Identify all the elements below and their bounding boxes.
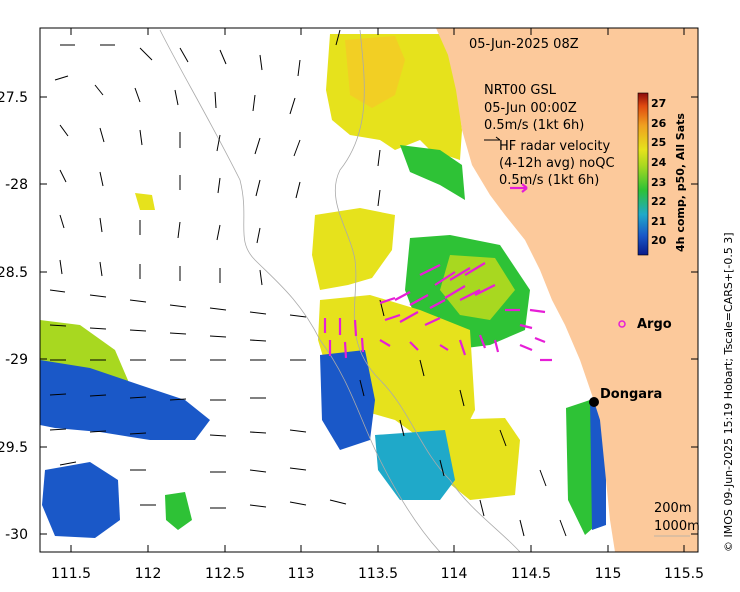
hf-title: HF radar velocity (499, 139, 611, 154)
y-tick-label: -28 (5, 177, 28, 193)
x-tick-label: 111.5 (51, 566, 91, 582)
colorbar-tick: 21 (651, 215, 666, 228)
sst-field (40, 34, 606, 538)
x-tick-label: 112 (135, 566, 162, 582)
gsl-scale-label: 0.5m/s (1kt 6h) (484, 118, 584, 133)
sst-patch-north-green (400, 145, 465, 200)
hf-scale-label: 0.5m/s (1kt 6h) (499, 173, 599, 188)
sst-patch-sw-green (165, 492, 192, 530)
sst-patch-mid-yellow (312, 208, 395, 290)
colorbar-tick: 25 (651, 136, 666, 149)
argo-marker (618, 320, 626, 328)
y-tick-label: -28.5 (0, 265, 28, 281)
y-tick-label: -29 (5, 352, 28, 368)
x-tick-label: 114 (441, 566, 468, 582)
gsl-title: NRT00 GSL (484, 83, 557, 98)
colorbar-tick: 22 (651, 195, 666, 208)
x-tick-label: 113.5 (358, 566, 398, 582)
colorbar: 27 26 25 24 23 22 21 20 4h comp, p50, Al… (637, 92, 687, 256)
hf-sub: (4-12h avg) noQC (499, 156, 615, 171)
land-mass (436, 28, 698, 552)
colorbar-tick: 27 (651, 97, 666, 110)
sst-patch-west-blue (40, 360, 210, 440)
gsl-vectors (49, 29, 567, 537)
sst-patch-central-yellow (318, 295, 475, 450)
x-tick-label: 115.5 (664, 566, 704, 582)
sst-patch-south-cyan (375, 430, 455, 500)
bathymetry-contours (159, 29, 521, 552)
contour-200m-label: 200m (654, 501, 691, 516)
plot-frame (39, 27, 699, 553)
hf-scale-arrow (510, 183, 528, 193)
contour-1000m-label: 1000m (654, 519, 700, 534)
sst-patch-small-yellow (135, 193, 155, 210)
contour-1000m-line (159, 29, 441, 552)
hf-radar-vectors (323, 262, 552, 362)
y-tick-label: -29.5 (0, 440, 28, 456)
x-axis (70, 28, 685, 552)
dongara-marker (589, 397, 599, 407)
gsl-time: 05-Jun 00:00Z (484, 101, 577, 116)
sst-patch-central-blue (320, 350, 375, 450)
colorbar-tick: 23 (651, 176, 666, 189)
dongara-label: Dongara (600, 387, 662, 402)
y-axis (40, 96, 698, 535)
gsl-scale-arrow (484, 136, 501, 141)
sst-patch-sw-blue (42, 462, 120, 538)
y-tick-label: -27.5 (0, 90, 28, 106)
sst-patch-south-yellow (440, 418, 520, 500)
colorbar-tick: 20 (651, 234, 667, 247)
y-tick-label: -30 (5, 527, 28, 543)
contour-200m-line (335, 29, 521, 552)
colorbar-title: 4h comp, p50, All Sats (674, 113, 687, 252)
credit-text: © IMOS 09-Jun-2025 15:19 Hobart; Tscale=… (722, 232, 735, 552)
sst-patch-east-yellowgreen (440, 255, 515, 320)
x-tick-label: 114.5 (511, 566, 551, 582)
sst-patch-north-orange (345, 36, 405, 108)
colorbar-tick: 24 (651, 156, 667, 169)
argo-label: Argo (637, 317, 672, 332)
colorbar-strip (637, 92, 649, 256)
x-tick-label: 112.5 (205, 566, 245, 582)
colorbar-tick: 26 (651, 117, 667, 130)
x-tick-label: 115 (595, 566, 622, 582)
x-tick-label: 113 (288, 566, 315, 582)
timestamp-label: 05-Jun-2025 08Z (469, 37, 579, 52)
